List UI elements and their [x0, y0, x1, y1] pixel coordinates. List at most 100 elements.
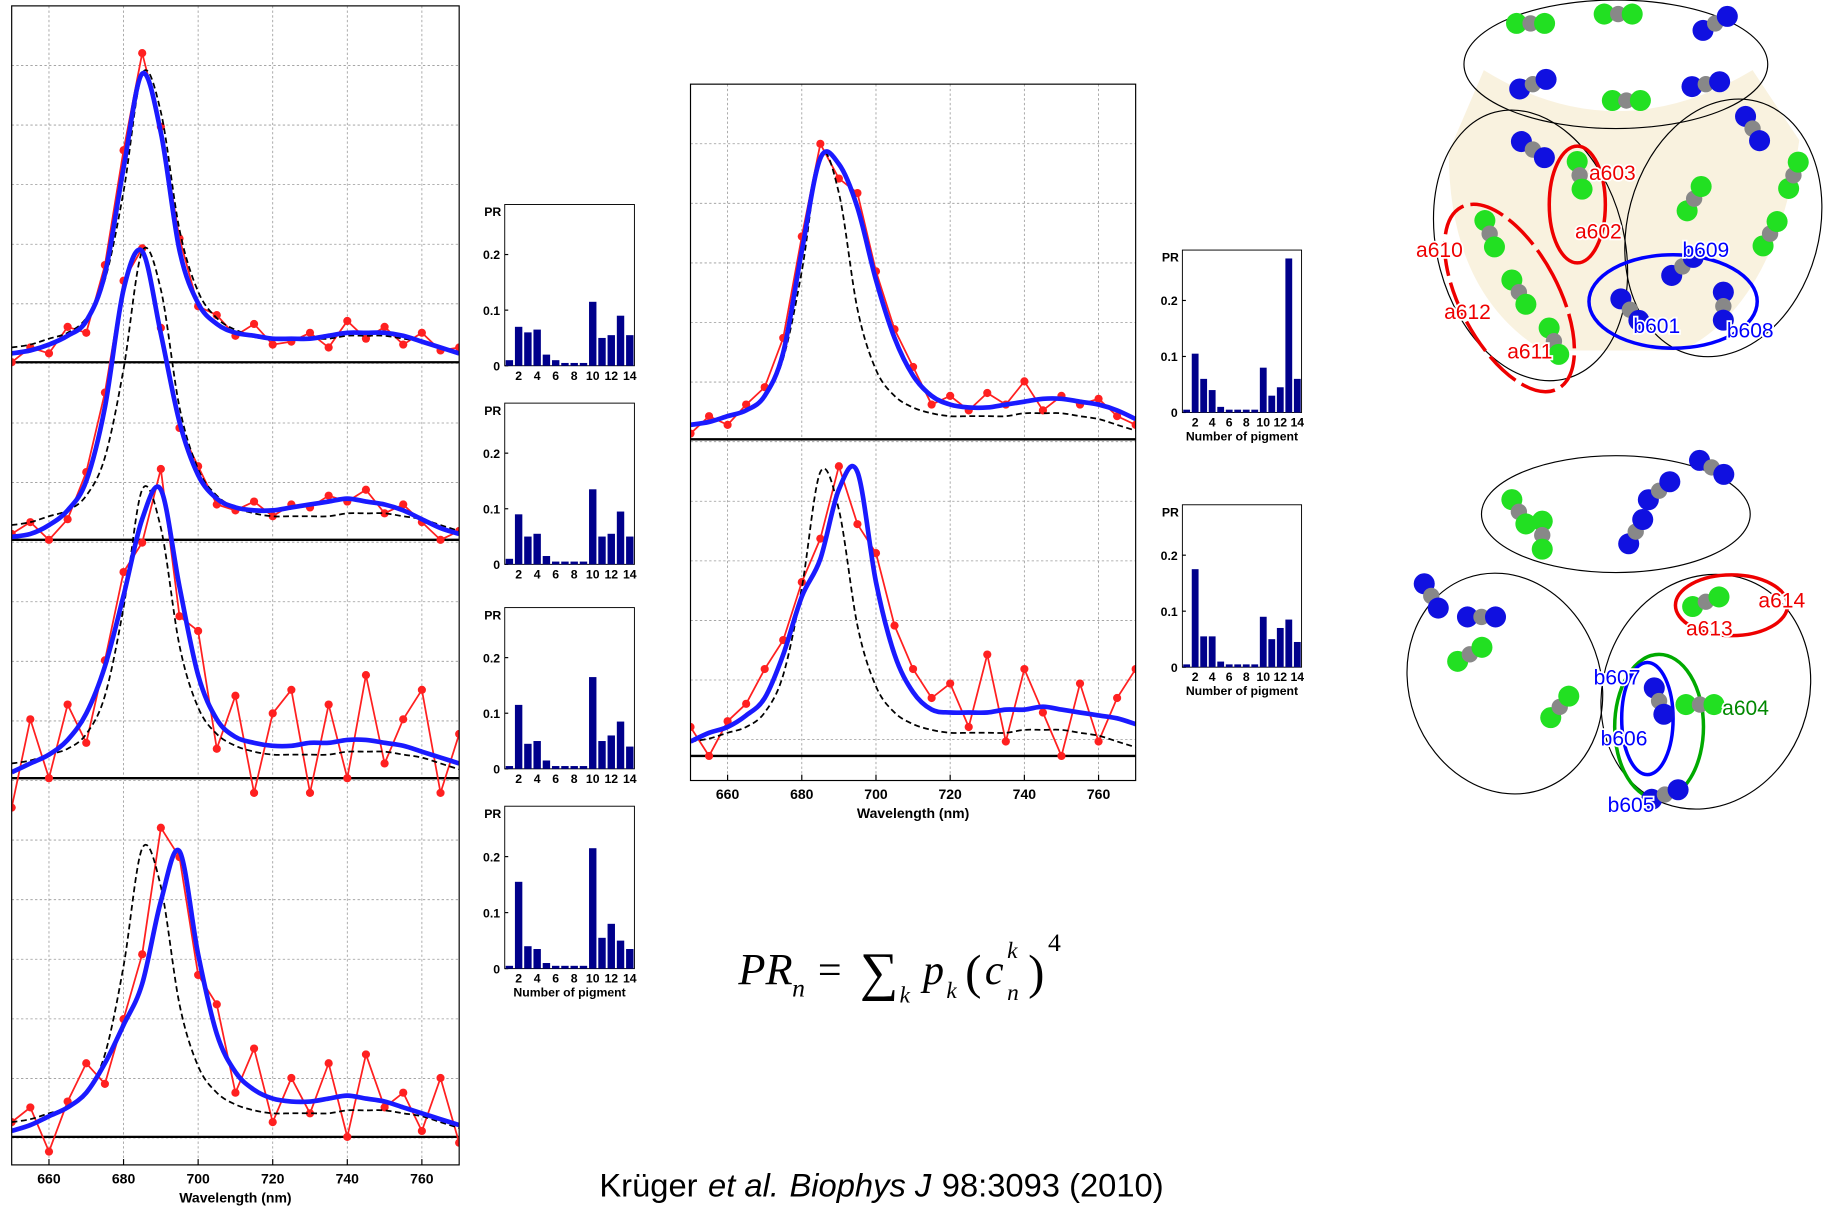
data-point	[834, 462, 843, 471]
data-point	[436, 1073, 445, 1083]
histogram: PR 0 0.1 0.2 2 4 6 8 10 12 14	[483, 402, 637, 581]
x-tick-label: 10	[586, 772, 600, 786]
bar	[561, 561, 569, 565]
bar	[1293, 641, 1301, 668]
bar	[570, 965, 578, 969]
bar	[1242, 409, 1250, 413]
data-point	[268, 1118, 277, 1127]
x-tick-label: 4	[1209, 670, 1216, 684]
data-point	[63, 700, 72, 709]
pigment-end	[1708, 586, 1730, 608]
x-axis-label: Wavelength (nm)	[857, 805, 969, 821]
pigment-label: a613	[1686, 618, 1733, 641]
bar	[1217, 661, 1225, 668]
x-tick-label: 12	[1273, 670, 1287, 684]
data-point	[82, 738, 91, 747]
bar	[579, 561, 588, 565]
data-point	[742, 699, 751, 708]
data-point	[946, 679, 955, 688]
bar	[579, 362, 588, 366]
formula-part: k	[1007, 938, 1018, 964]
bar	[589, 489, 597, 565]
data-point	[1075, 679, 1085, 688]
data-point	[343, 774, 352, 783]
bar	[1276, 627, 1284, 668]
y-tick-label: 0.2	[483, 447, 500, 461]
data-point	[156, 823, 165, 832]
data-point	[305, 1109, 315, 1118]
pigment-end	[1667, 779, 1689, 801]
data-point	[212, 1000, 221, 1009]
pigment-core	[1473, 608, 1490, 626]
pigment-label: a602	[1575, 220, 1622, 243]
x-tick-label: 4	[534, 972, 541, 986]
data-point	[305, 788, 315, 797]
bar	[542, 963, 551, 969]
data-point	[380, 1103, 389, 1112]
data-point	[11, 358, 16, 367]
x-axis-label: Number of pigment	[513, 986, 625, 1000]
x-tick-label: 760	[1087, 786, 1111, 802]
exciton-outline	[1547, 144, 1608, 265]
pigment-end	[1703, 694, 1725, 716]
pigment-label: a611	[1507, 341, 1552, 364]
bar	[616, 315, 625, 366]
bar	[542, 354, 551, 366]
data-point	[455, 1138, 460, 1147]
plot-frame	[11, 5, 460, 1165]
fit-line	[11, 847, 460, 1134]
data-point	[436, 788, 445, 797]
x-tick-label: 8	[571, 567, 578, 581]
y-tick-label: 0	[493, 359, 500, 373]
formula-part: PR	[737, 944, 792, 994]
bar	[514, 326, 523, 366]
bar	[598, 741, 606, 769]
data-point	[399, 1088, 408, 1097]
bar	[616, 511, 625, 565]
data-point	[723, 717, 732, 726]
pigment-end	[1506, 12, 1528, 34]
x-tick-label: 6	[552, 772, 559, 786]
y-tick-label: 0	[493, 962, 500, 976]
formula-part: ∑	[860, 942, 898, 1002]
bar	[1225, 409, 1233, 413]
cluster-outline	[1463, 0, 1769, 130]
data-point	[816, 139, 825, 148]
y-axis-label: PR	[484, 404, 501, 418]
pigment-core	[1715, 297, 1732, 315]
bar	[616, 721, 625, 769]
pigment-core	[1534, 526, 1551, 544]
x-tick-label: 700	[864, 786, 888, 802]
formula-part: (	[965, 944, 981, 999]
x-tick-label: 740	[1013, 786, 1037, 802]
x-tick-label: 2	[1192, 415, 1199, 429]
x-tick-label: 760	[410, 1171, 434, 1187]
pigment-end	[1484, 606, 1507, 628]
pigment-end	[1534, 12, 1556, 34]
data-point	[380, 509, 389, 518]
bar	[505, 360, 514, 366]
data-point	[1094, 394, 1103, 403]
data-point	[704, 751, 714, 761]
data-point	[324, 343, 333, 352]
x-tick-label: 720	[261, 1171, 285, 1187]
pigment-end	[1682, 246, 1704, 268]
x-tick-label: 700	[186, 1171, 210, 1187]
data-point	[231, 1088, 240, 1097]
data-point	[361, 1050, 371, 1059]
bar	[514, 881, 523, 969]
y-tick-label: 0.2	[483, 651, 500, 665]
pigment-end	[1632, 508, 1654, 531]
x-tick-label: 10	[586, 567, 600, 581]
bar	[589, 848, 597, 969]
data-point	[927, 400, 936, 409]
y-tick-label: 0	[493, 558, 500, 572]
pigment-end	[1471, 636, 1493, 658]
data-point	[26, 715, 35, 724]
bar	[1259, 367, 1267, 413]
pigment-label: b605	[1608, 794, 1655, 817]
pigment-end	[1558, 685, 1580, 707]
formula-part: n	[1007, 980, 1019, 1006]
pigment-end	[1675, 694, 1697, 716]
